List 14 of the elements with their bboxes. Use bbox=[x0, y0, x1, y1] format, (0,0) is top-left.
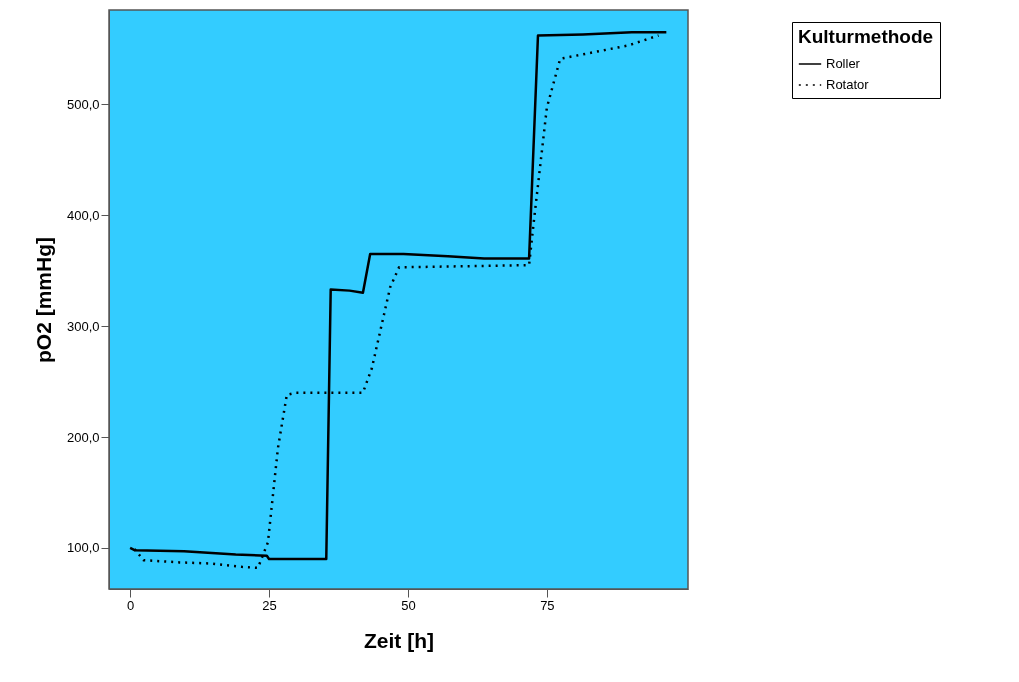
y-tick-label: 500,0 bbox=[66, 96, 100, 112]
y-axis-title: pO2 [mmHg] bbox=[31, 237, 55, 363]
y-tick-label: 200,0 bbox=[66, 429, 100, 445]
x-tick-label: 75 bbox=[540, 597, 555, 613]
y-tick-label: 300,0 bbox=[66, 318, 100, 334]
y-tick-label: 400,0 bbox=[66, 207, 100, 223]
legend-label: Roller bbox=[826, 56, 861, 71]
legend-title: Kulturmethode bbox=[798, 26, 934, 47]
x-tick-label: 50 bbox=[401, 597, 416, 613]
x-tick-label: 0 bbox=[127, 597, 135, 613]
y-tick-label: 100,0 bbox=[66, 540, 100, 556]
x-tick-label: 25 bbox=[262, 597, 277, 613]
legend-label: Rotator bbox=[826, 77, 870, 92]
x-axis-title: Zeit [h] bbox=[364, 628, 434, 652]
